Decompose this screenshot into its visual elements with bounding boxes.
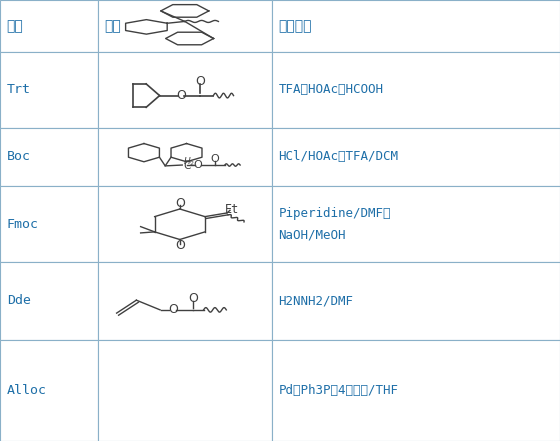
Bar: [272, 186, 560, 262]
Text: Piperidine/DMF，: Piperidine/DMF，: [278, 207, 391, 220]
Bar: [98, 52, 272, 128]
Text: C: C: [183, 161, 190, 171]
Bar: [272, 262, 560, 340]
Text: O: O: [175, 239, 185, 252]
Text: NaOH/MeOH: NaOH/MeOH: [278, 228, 346, 241]
Text: Boc: Boc: [7, 150, 31, 164]
Text: 简称: 简称: [7, 19, 24, 33]
Bar: [0, 128, 98, 186]
Text: H2NNH2/DMF: H2NNH2/DMF: [278, 295, 353, 307]
Bar: [272, 0, 560, 52]
Text: Pd（Ph3P）4，吗啉/THF: Pd（Ph3P）4，吗啉/THF: [278, 384, 398, 397]
Text: O: O: [210, 154, 219, 164]
Text: O: O: [193, 160, 202, 170]
Bar: [98, 128, 272, 186]
Text: TFA，HOAc，HCOOH: TFA，HOAc，HCOOH: [278, 83, 383, 96]
Text: Dde: Dde: [7, 295, 31, 307]
Bar: [0, 340, 98, 441]
Text: O: O: [168, 303, 178, 316]
Bar: [0, 52, 98, 128]
Text: Fmoc: Fmoc: [7, 218, 39, 231]
Text: O: O: [188, 292, 198, 305]
Bar: [98, 340, 272, 441]
Bar: [272, 340, 560, 441]
Text: Et: Et: [225, 203, 239, 216]
Text: $H_2$: $H_2$: [183, 156, 195, 168]
Text: Alloc: Alloc: [7, 384, 46, 397]
Bar: [0, 0, 98, 52]
Text: O: O: [176, 89, 186, 102]
Text: 脱除条件: 脱除条件: [278, 19, 312, 33]
Text: O: O: [195, 75, 205, 88]
Bar: [0, 262, 98, 340]
Bar: [98, 186, 272, 262]
Bar: [98, 0, 272, 52]
Text: O: O: [175, 197, 185, 210]
Bar: [272, 52, 560, 128]
Text: Trt: Trt: [7, 83, 31, 96]
Text: 结构: 结构: [105, 19, 122, 33]
Text: HCl/HOAc，TFA/DCM: HCl/HOAc，TFA/DCM: [278, 150, 398, 164]
Bar: [272, 128, 560, 186]
Bar: [98, 262, 272, 340]
Bar: [0, 186, 98, 262]
